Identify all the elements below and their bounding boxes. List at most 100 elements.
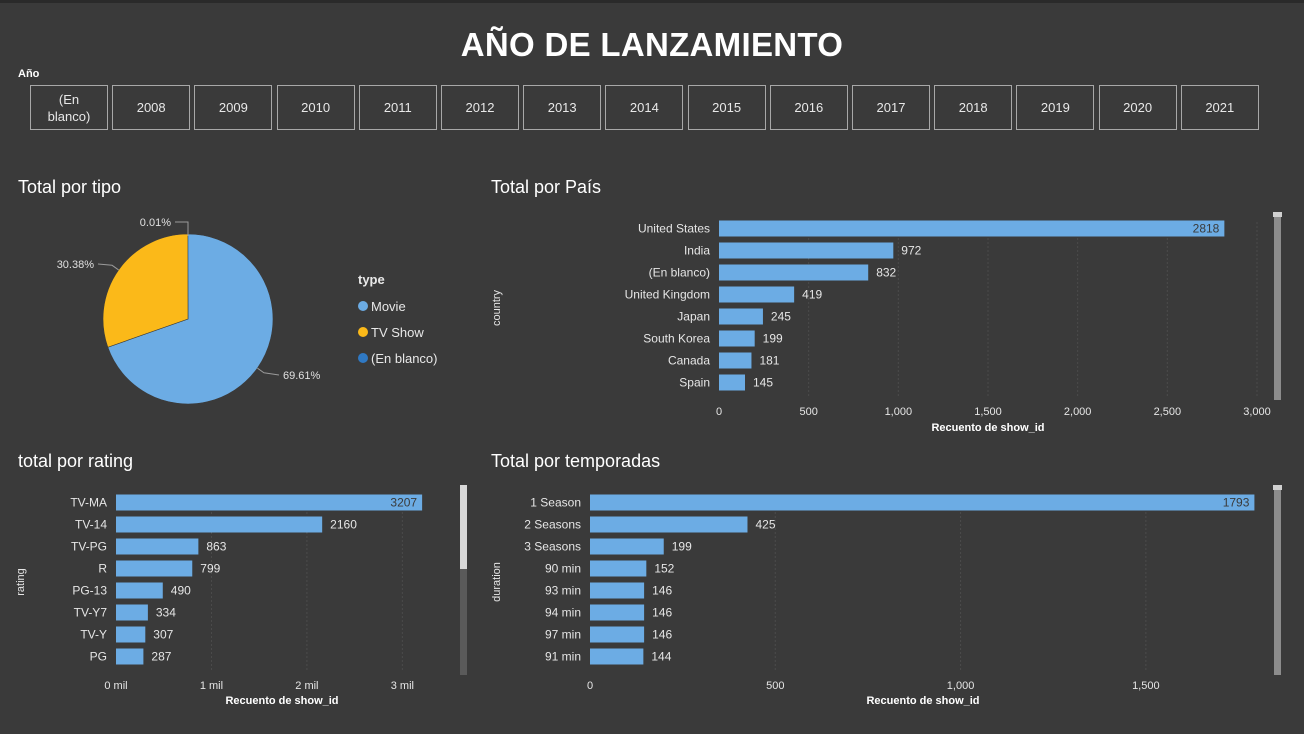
data-label-97-min: 146 [652,628,672,642]
year-button-2018[interactable]: 2018 [934,85,1013,130]
bar-spain[interactable] [719,374,746,391]
year-button-2008[interactable]: 2008 [112,85,191,130]
data-label-2-seasons: 425 [755,518,775,532]
data-label-93-min: 146 [652,584,672,598]
legend-label-movie: Movie [371,298,406,314]
data-label-canada: 181 [759,354,779,368]
data-label-united-states: 2818 [1193,222,1220,236]
category-label-india: India [684,244,710,258]
x-tick-label: 1 mil [200,680,223,692]
pie-data-label-en-blanco: 0.01% [140,217,171,229]
year-button-2021[interactable]: 2021 [1180,85,1259,130]
legend-item-tvshow[interactable]: TV Show [358,319,437,345]
bar-94-min[interactable] [590,604,645,621]
pie-slice-en-blanco[interactable] [187,234,189,319]
bar-pg-13[interactable] [116,582,163,599]
bar-south-korea[interactable] [719,330,755,347]
data-label-tv-14: 2160 [330,518,357,532]
bar-r[interactable] [116,560,193,577]
y-axis-title: country [491,289,503,326]
bar-2-seasons[interactable] [590,516,748,533]
bar-91-min[interactable] [590,648,644,665]
scrollbar-cap [1273,485,1282,490]
legend-item-movie[interactable]: Movie [358,293,437,319]
data-label-r: 799 [200,562,220,576]
year-button-2010[interactable]: 2010 [276,85,355,130]
legend-dot-blank [358,353,368,363]
x-tick-label: 2 mil [295,680,318,692]
pie-slice-movie[interactable] [107,233,274,405]
x-tick-label: 2,500 [1154,406,1182,418]
bar-united-states[interactable] [719,220,1225,237]
type-pie-chart: 69.61% 30.38% 0.01% [57,217,321,405]
rating-chart-scrollbar[interactable] [460,485,467,675]
legend-label-tvshow: TV Show [371,324,424,340]
category-label-united-kingdom: United Kingdom [625,288,710,302]
scrollbar-thumb[interactable] [460,485,467,569]
data-label-south-korea: 199 [763,332,783,346]
category-label-pg-13: PG-13 [72,584,107,598]
category-label-r: R [98,562,107,576]
legend-title: type [358,272,385,287]
bar-pg[interactable] [116,648,144,665]
pie-slice-tv-show[interactable] [102,233,189,348]
data-label-90-min: 152 [654,562,674,576]
seasons-bar-chart: 0 500 1,000 1,500 duration Recuento de show_i… [491,494,1255,707]
country-chart-scrollbar[interactable] [1273,212,1282,400]
category-label-japan: Japan [677,310,710,324]
bar-1-season[interactable] [590,494,1255,511]
category-label-united-states: United States [638,222,710,236]
year-button-2012[interactable]: 2012 [441,85,519,130]
pie-chart-title: Total por tipo [18,177,122,197]
year-button-2009[interactable]: 2009 [194,85,273,130]
data-label-spain: 145 [753,376,773,390]
data-label-united-kingdom: 419 [802,288,822,302]
year-button-2019[interactable]: 2019 [1016,85,1095,130]
category-label-97-min: 97 min [545,628,581,642]
bar-tv-y7[interactable] [116,604,148,621]
bar-india[interactable] [719,242,894,259]
bar-tv-y[interactable] [116,626,146,643]
bar-93-min[interactable] [590,582,645,599]
bar-tv-14[interactable] [116,516,323,533]
seasons-chart-scrollbar[interactable] [1273,485,1282,675]
data-label-94-min: 146 [652,606,672,620]
year-button-2016[interactable]: 2016 [769,85,848,130]
bar-tv-pg[interactable] [116,538,199,555]
year-button-en-blanco[interactable]: (En blanco) [30,85,108,130]
year-button-2015[interactable]: 2015 [687,85,766,130]
bar-97-min[interactable] [590,626,645,643]
year-button-2014[interactable]: 2014 [605,85,684,130]
legend-dot-tvshow [358,327,368,337]
x-tick-label: 500 [766,680,784,692]
y-axis-title: rating [15,568,27,596]
bar-en-blanco[interactable] [719,264,869,281]
data-label-1-season: 1793 [1223,496,1250,510]
legend-item-blank[interactable]: (En blanco) [358,345,437,371]
year-button-2011[interactable]: 2011 [358,85,437,130]
scrollbar-thumb[interactable] [1274,217,1281,400]
pie-data-label-movie: 69.61% [283,370,321,382]
bar-90-min[interactable] [590,560,647,577]
bar-tv-ma[interactable] [116,494,423,511]
year-button-2020[interactable]: 2020 [1098,85,1177,130]
category-label-94-min: 94 min [545,606,581,620]
category-label-91-min: 91 min [545,650,581,664]
year-slicer: (En blanco) 2008 2009 2010 2011 2012 2013 2014 2… [30,85,1264,132]
bar-canada[interactable] [719,352,752,369]
legend-dot-movie [358,301,368,311]
year-button-2013[interactable]: 2013 [523,85,602,130]
year-button-2017[interactable]: 2017 [852,85,930,130]
x-tick-label: 1,500 [1132,680,1160,692]
bar-united-kingdom[interactable] [719,286,795,303]
data-label-en-blanco: 832 [876,266,896,280]
x-tick-label: 2,000 [1064,406,1092,418]
country-bar-chart: 0 500 1,000 1,500 2,000 2,500 3,000 country Recu… [491,220,1271,434]
bar-japan[interactable] [719,308,763,325]
pie-legend: type Movie TV Show (En blanco) [358,272,437,371]
data-label-tv-y: 307 [153,628,173,642]
data-label-japan: 245 [771,310,791,324]
category-label-pg: PG [90,650,107,664]
scrollbar-thumb[interactable] [1274,490,1281,675]
bar-3-seasons[interactable] [590,538,664,555]
